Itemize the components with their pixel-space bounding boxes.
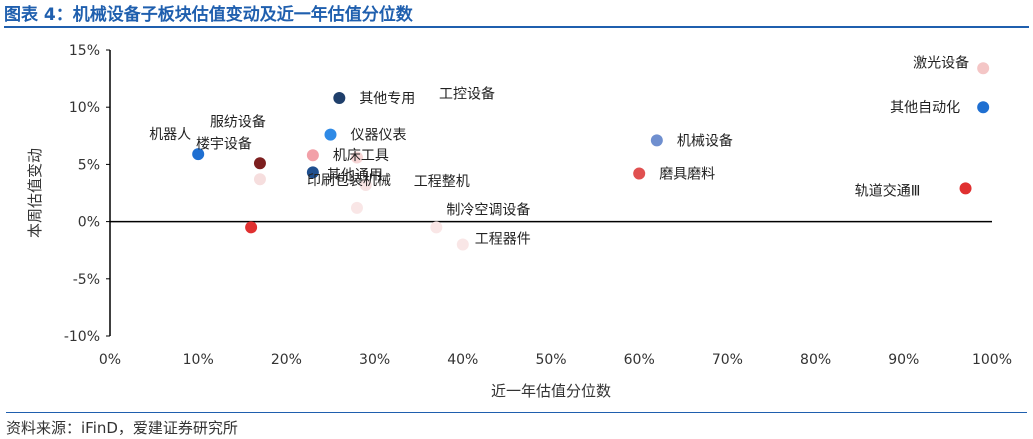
point-label: 制冷空调设备	[446, 201, 530, 218]
source-note: 资料来源：iFinD，爱建证券研究所	[6, 412, 1027, 438]
x-tick-label: 100%	[972, 352, 1012, 368]
point-label: 其他自动化	[890, 100, 960, 116]
x-tick-label: 50%	[535, 352, 566, 368]
x-tick-label: 60%	[624, 352, 655, 368]
scatter-point	[977, 101, 990, 114]
scatter-point	[350, 151, 363, 164]
point-label: 工控设备	[439, 86, 495, 103]
point-label: 其他专用	[359, 91, 415, 107]
point-label: 机床工具	[333, 148, 389, 164]
x-tick-label: 80%	[800, 352, 831, 368]
y-tick-label: 5%	[78, 157, 100, 173]
axes: 15% 10% 5% 0% -5% -10% 0% 10% 20% 30% 40% 50% 60% 70%…	[26, 43, 1012, 400]
point-label: 轨道交通Ⅲ	[855, 182, 921, 199]
x-tick-label: 20%	[271, 352, 302, 368]
scatter-point	[253, 157, 266, 170]
chart-title: 图表 4：机械设备子板块估值变动及近一年估值分位数	[4, 2, 1029, 28]
y-tick-label: 10%	[69, 100, 100, 116]
scatter-point	[324, 128, 337, 141]
point-label: 工程整机	[414, 174, 470, 190]
point-label: 仪器仪表	[351, 128, 407, 144]
scatter-point	[456, 238, 469, 251]
scatter-point	[253, 173, 266, 186]
x-tick-label: 90%	[888, 352, 919, 368]
y-axis-title: 本周估值变动	[26, 148, 44, 238]
scatter-point	[430, 221, 443, 234]
point-label: 楼宇设备	[196, 135, 252, 152]
scatter-point	[306, 149, 319, 162]
scatter-point	[959, 182, 972, 195]
x-tick-label: 0%	[99, 352, 121, 368]
x-tick-label: 30%	[359, 352, 390, 368]
point-label: 磨具磨料	[659, 167, 715, 183]
y-tick-label: -10%	[64, 329, 100, 345]
x-tick-label: 40%	[447, 352, 478, 368]
point-label: 机械设备	[677, 132, 733, 149]
point-label: 激光设备	[913, 54, 969, 71]
scatter-point	[245, 221, 258, 234]
x-axis-title: 近一年估值分位数	[491, 382, 611, 400]
scatter-point	[977, 62, 990, 75]
scatter-point	[633, 167, 646, 180]
x-tick-label: 70%	[712, 352, 743, 368]
scatter-point	[350, 201, 363, 214]
points	[192, 62, 990, 251]
point-label: 印刷包装机械	[307, 173, 391, 189]
point-label: 工程器件	[475, 231, 531, 247]
y-tick-label: -5%	[73, 272, 100, 288]
scatter-point	[192, 148, 205, 161]
scatter-point	[650, 134, 663, 147]
x-tick-label: 10%	[183, 352, 214, 368]
point-label: 服纺设备	[210, 113, 266, 130]
point-label: 机器人	[149, 127, 191, 143]
scatter-point	[359, 178, 372, 191]
point-label: 其他通用	[327, 167, 383, 183]
scatter-point	[306, 166, 319, 179]
y-tick-label: 15%	[69, 43, 100, 59]
y-tick-label: 0%	[78, 215, 100, 231]
scatter-point	[333, 92, 346, 105]
scatter-chart: 15% 10% 5% 0% -5% -10% 0% 10% 20% 30% 40% 50% 60% 70%…	[26, 43, 1012, 400]
